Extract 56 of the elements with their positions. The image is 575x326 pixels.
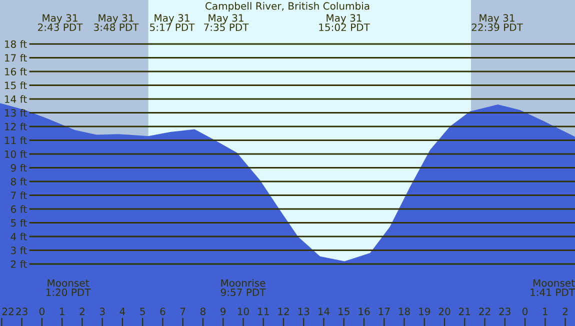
y-tick-label: 8 ft (10, 178, 27, 186)
x-tick-label: 1 (60, 308, 64, 316)
x-tick-label: 4 (120, 308, 126, 316)
x-tick-label: 12 (278, 308, 289, 316)
y-tick-label: 16 ft (5, 68, 27, 76)
annotation: Moonrise 9:57 PDT (220, 279, 266, 296)
x-tick-label: 19 (419, 308, 430, 316)
x-tick-label: 3 (100, 308, 105, 316)
y-tick-label: 18 ft (5, 40, 27, 48)
x-tick-label: 9 (220, 308, 226, 316)
x-tick-label: 1 (543, 308, 548, 316)
annotation: May 31 15:02 PDT (319, 14, 370, 32)
annotation: May 31 7:35 PDT (204, 14, 249, 32)
x-tick-label: 0 (522, 308, 528, 316)
x-tick-label: 5 (140, 308, 145, 316)
annotation: May 31 2:43 PDT (38, 14, 83, 32)
y-tick-label: 6 ft (10, 205, 27, 213)
x-tick-label: 23 (499, 308, 510, 316)
x-tick-label: 21 (459, 308, 470, 316)
x-tick-label: 20 (438, 308, 450, 316)
y-tick-label: 9 ft (10, 164, 27, 172)
chart-title: Campbell River, British Columbia (206, 2, 370, 12)
annotation: May 31 22:39 PDT (472, 14, 523, 32)
y-tick-label: 3 ft (11, 246, 27, 254)
x-tick-label: 0 (39, 308, 44, 316)
annotation: Moonset 1:20 PDT (46, 279, 91, 296)
y-tick-label: 14 ft (5, 95, 27, 103)
x-tick-label: 13 (298, 308, 310, 316)
y-tick-label: 5 ft (11, 218, 27, 227)
x-tick-label: 15 (338, 308, 350, 316)
x-tick-label: 2 (562, 308, 568, 316)
x-tick-label: 6 (160, 308, 166, 316)
y-tick-label: 12 ft (5, 122, 27, 130)
x-tick-label: 22 (479, 308, 490, 316)
x-tick-label: 14 (318, 308, 330, 316)
y-tick-label: 13 ft (5, 108, 27, 117)
annotation: May 31 3:48 PDT (94, 14, 139, 32)
x-tick-label: 17 (378, 308, 390, 316)
x-tick-label: 7 (180, 308, 186, 316)
y-tick-label: 10 ft (5, 150, 27, 158)
y-tick-label: 11 ft (5, 136, 27, 144)
annotation: Moonset 1:41 PDT (530, 279, 575, 296)
x-tick-label: 23 (16, 308, 28, 316)
y-tick-label: 4 ft (10, 232, 27, 240)
x-tick-label: 11 (258, 308, 269, 316)
x-tick-label: 2 (80, 308, 84, 316)
y-tick-label: 7 ft (11, 191, 27, 200)
annotation: May 31 5:17 PDT (150, 14, 195, 32)
x-tick-label: 18 (398, 308, 410, 316)
y-tick-label: 2 ft (11, 260, 27, 268)
x-tick-label: 8 (200, 308, 206, 316)
y-tick-label: 15 ft (5, 81, 27, 90)
x-tick-label: 22 (2, 308, 14, 316)
x-tick-label: 16 (358, 308, 370, 316)
x-tick-label: 10 (238, 308, 249, 316)
y-tick-label: 17 ft (5, 54, 27, 62)
